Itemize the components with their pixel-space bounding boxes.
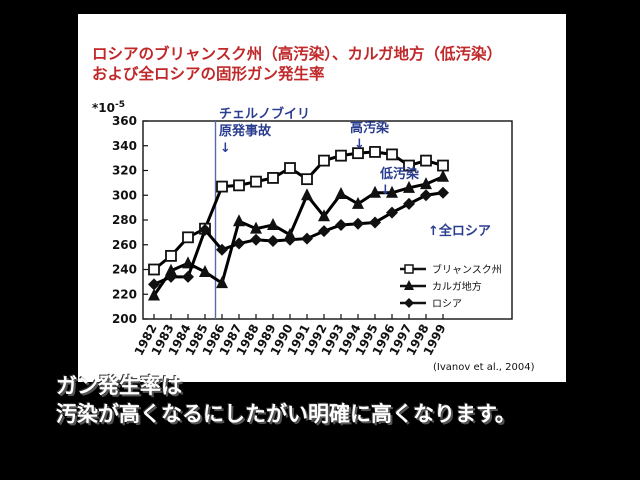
y-tick-label: 320 [112,164,137,178]
chart-series [148,146,449,301]
data-point-square [437,159,449,172]
data-point-triangle [233,214,245,227]
data-point-triangle [403,180,415,193]
annotation-arrow-low: ↓ [380,183,391,198]
data-point-square [352,147,364,160]
data-point-square [148,263,160,276]
series-line-diamond [153,191,444,286]
data-point-diamond [386,206,398,219]
data-point-diamond [267,235,279,248]
chart-title-line1: ロシアのブリャンスク州（高汚染）、カルガ地方（低汚染） [92,45,502,63]
y-unit-label: *10-5 [92,100,125,115]
y-tick-label: 260 [112,238,137,252]
annotation-chernobyl: 原発事故 [219,123,272,139]
legend-label: ブリャンスク州 [432,263,502,276]
data-point-square [250,175,262,188]
y-tick-label: 240 [112,263,137,277]
data-point-square [267,172,279,184]
data-point-square [420,154,432,167]
legend-marker-diamond [404,298,414,308]
data-point-diamond [352,217,364,230]
data-point-square [301,173,313,186]
data-point-diamond [318,225,330,238]
data-point-square [216,180,228,193]
legend-marker-square [404,264,414,274]
chart-axes: 200220240260280300320340360*10-519821983… [92,100,513,358]
data-point-square [284,162,296,174]
data-point-diamond [284,233,296,246]
data-point-triangle [318,209,330,222]
data-point-square [386,148,398,161]
source-citation: (Ivanov et al., 2004) [433,362,535,373]
data-point-diamond [420,189,432,202]
data-point-square [403,159,415,172]
data-point-diamond [216,243,228,256]
annotation-low: 低汚染 [379,166,420,182]
data-point-triangle [148,288,160,301]
data-point-diamond [437,186,449,199]
data-point-square [369,146,381,158]
y-tick-label: 340 [112,139,137,153]
data-point-square [318,154,330,167]
data-point-diamond [182,270,194,283]
data-point-diamond [403,197,415,210]
annotation-high: 高汚染 [350,120,390,136]
data-point-triangle [437,169,449,182]
legend-label: ロシア [432,299,462,310]
chart-panel [78,14,566,382]
data-point-square [182,231,194,244]
data-point-square [233,179,245,192]
data-point-triangle [267,217,279,230]
data-point-triangle [216,276,228,289]
data-point-diamond [301,232,313,245]
data-point-diamond [335,218,347,231]
data-point-triangle [301,188,313,201]
legend-label: カルガ地方 [432,280,482,293]
data-point-triangle [352,196,364,209]
y-tick-label: 280 [112,213,137,227]
y-tick-label: 200 [112,312,137,326]
chart-title: ロシアのブリャンスク州（高汚染）、カルガ地方（低汚染） および全ロシアの固形ガン… [92,44,562,84]
data-point-square [335,149,347,162]
slide-caption: ガン発生率は 汚染が高くなるにしたがい明確に高くなります。 [56,372,636,428]
data-point-triangle [250,221,262,234]
y-tick-label: 300 [112,188,137,202]
data-point-diamond [250,233,262,246]
y-tick-label: 360 [112,114,137,128]
data-point-diamond [199,223,211,236]
data-point-triangle [165,263,177,276]
legend-marker-triangle [404,280,414,290]
data-point-triangle [369,185,381,198]
caption-line1: ガン発生率は [56,373,182,398]
data-point-diamond [165,270,177,283]
caption-line2: 汚染が高くなるにしたがい明確に高くなります。 [56,401,516,426]
y-tick-label: 220 [112,287,137,301]
data-point-diamond [369,216,381,229]
data-point-diamond [233,237,245,250]
data-point-triangle [199,264,211,277]
data-point-triangle [386,185,398,198]
data-point-triangle [335,187,347,200]
series-line-triangle [152,175,444,297]
chart-title-line2: および全ロシアの固形ガン発生率 [92,65,325,83]
data-point-triangle [420,177,432,190]
data-point-diamond [148,278,160,291]
annotation-arrow-chernobyl: ↓ [220,141,231,156]
annotation-russia: ↑全ロシア [428,223,491,239]
data-point-square [165,249,177,262]
annotation-chernobyl: チェルノブイリ [219,106,310,122]
annotation-arrow-high: ↓ [354,137,365,152]
